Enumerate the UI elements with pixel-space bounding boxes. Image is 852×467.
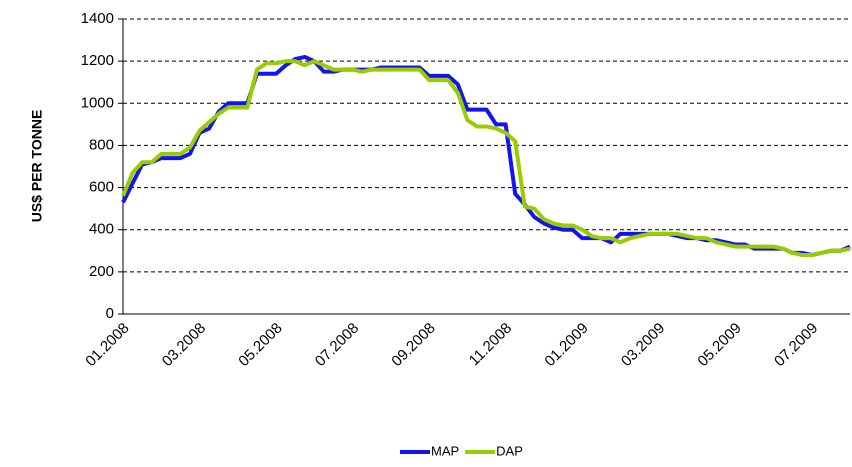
legend-label: MAP <box>431 443 459 458</box>
x-tick-label: 07.2009 <box>771 320 821 370</box>
y-tick-label: 1400 <box>81 10 114 27</box>
x-tick-label: 03.2008 <box>159 320 209 370</box>
line-series <box>121 59 851 257</box>
legend-label: DAP <box>496 443 523 458</box>
x-tick-label: 11.2008 <box>466 320 516 370</box>
x-tick-label: 01.2008 <box>82 320 132 370</box>
x-tick-label: 01.2009 <box>541 320 591 370</box>
x-tick-label: 07.2008 <box>312 320 362 370</box>
line-series <box>121 54 851 257</box>
x-tick-label: 05.2008 <box>235 320 285 370</box>
y-tick-label: 1000 <box>81 94 114 111</box>
y-tick-label: 1200 <box>81 52 114 69</box>
y-tick-label: 0 <box>106 305 114 322</box>
y-tick-label: 800 <box>89 136 114 153</box>
y-axis-label: US$ PER TONNE <box>29 110 45 223</box>
x-tick-label: 05.2009 <box>694 320 744 370</box>
y-tick-label: 400 <box>89 221 114 238</box>
y-tick-label: 600 <box>89 179 114 196</box>
y-tick-label: 200 <box>89 263 114 280</box>
x-tick-label: 03.2009 <box>618 320 668 370</box>
x-tick-label: 09.2008 <box>388 320 438 370</box>
